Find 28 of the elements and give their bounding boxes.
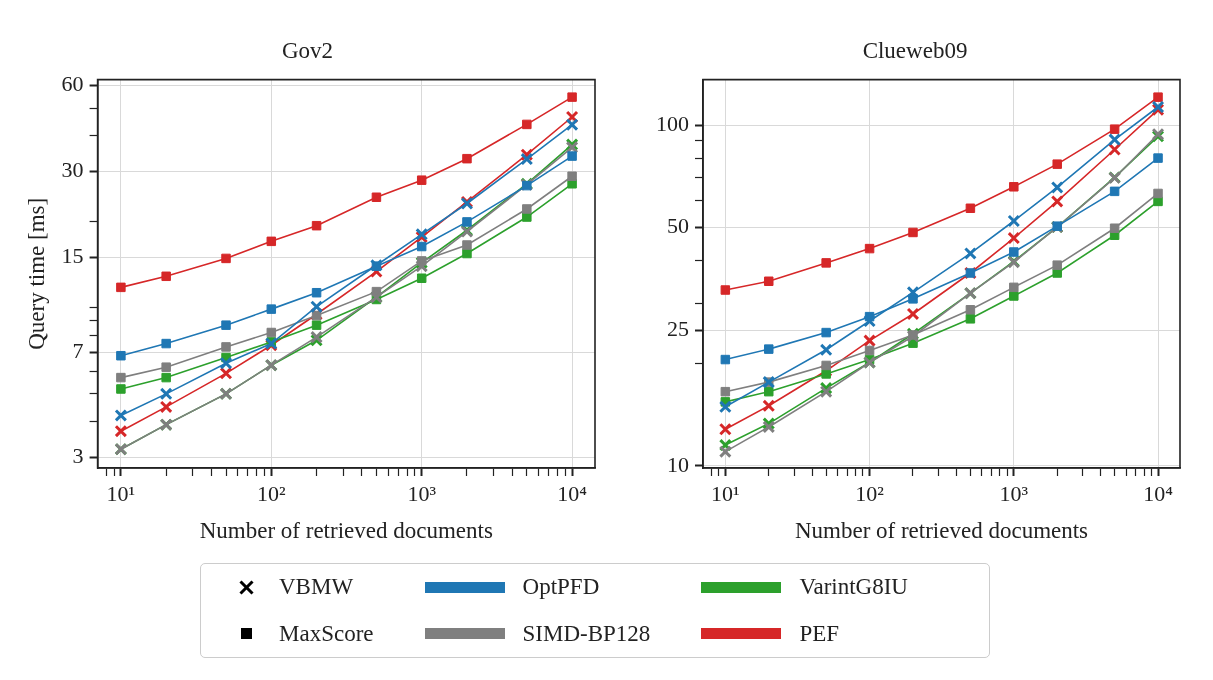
chart-title: Clueweb09 [862, 37, 968, 63]
legend-label: OptPFD [522, 574, 600, 601]
legend-label: VarintG8IU [799, 574, 908, 601]
x-tick-label: 10³ [407, 480, 437, 506]
text: MaxScore [279, 620, 374, 647]
x-tick-label: 10¹ [106, 480, 136, 506]
y-tick-label: 7 [72, 337, 84, 363]
legend-label: PEF [799, 620, 840, 647]
chart-title: Gov2 [281, 37, 334, 63]
y-tick-label: 25 [667, 315, 689, 341]
x-axis-title: Number of retrieved documents [199, 518, 493, 544]
x-tick-label: 10¹ [711, 480, 740, 506]
y-tick-label: 30 [61, 157, 84, 183]
x-tick-label: 10³ [999, 480, 1029, 506]
x-tick-label: 10⁴ [557, 480, 588, 506]
x-tick-label: 10² [855, 480, 885, 506]
y-axis-title: Query time [ms] [23, 197, 49, 350]
y-tick-label: 60 [61, 71, 84, 97]
y-tick-label: 3 [72, 442, 84, 468]
y-tick-label: 50 [667, 213, 689, 239]
text: VBMW [279, 574, 354, 601]
y-tick-label: 10 [667, 451, 689, 477]
y-tick-label: 100 [656, 110, 689, 136]
x-tick-label: 10² [256, 480, 286, 506]
legend-label: SIMD-BP128 [522, 620, 651, 647]
x-tick-label: 10⁴ [1143, 480, 1174, 506]
y-tick-label: 15 [61, 243, 84, 269]
x-axis-title: Number of retrieved documents [794, 518, 1089, 544]
